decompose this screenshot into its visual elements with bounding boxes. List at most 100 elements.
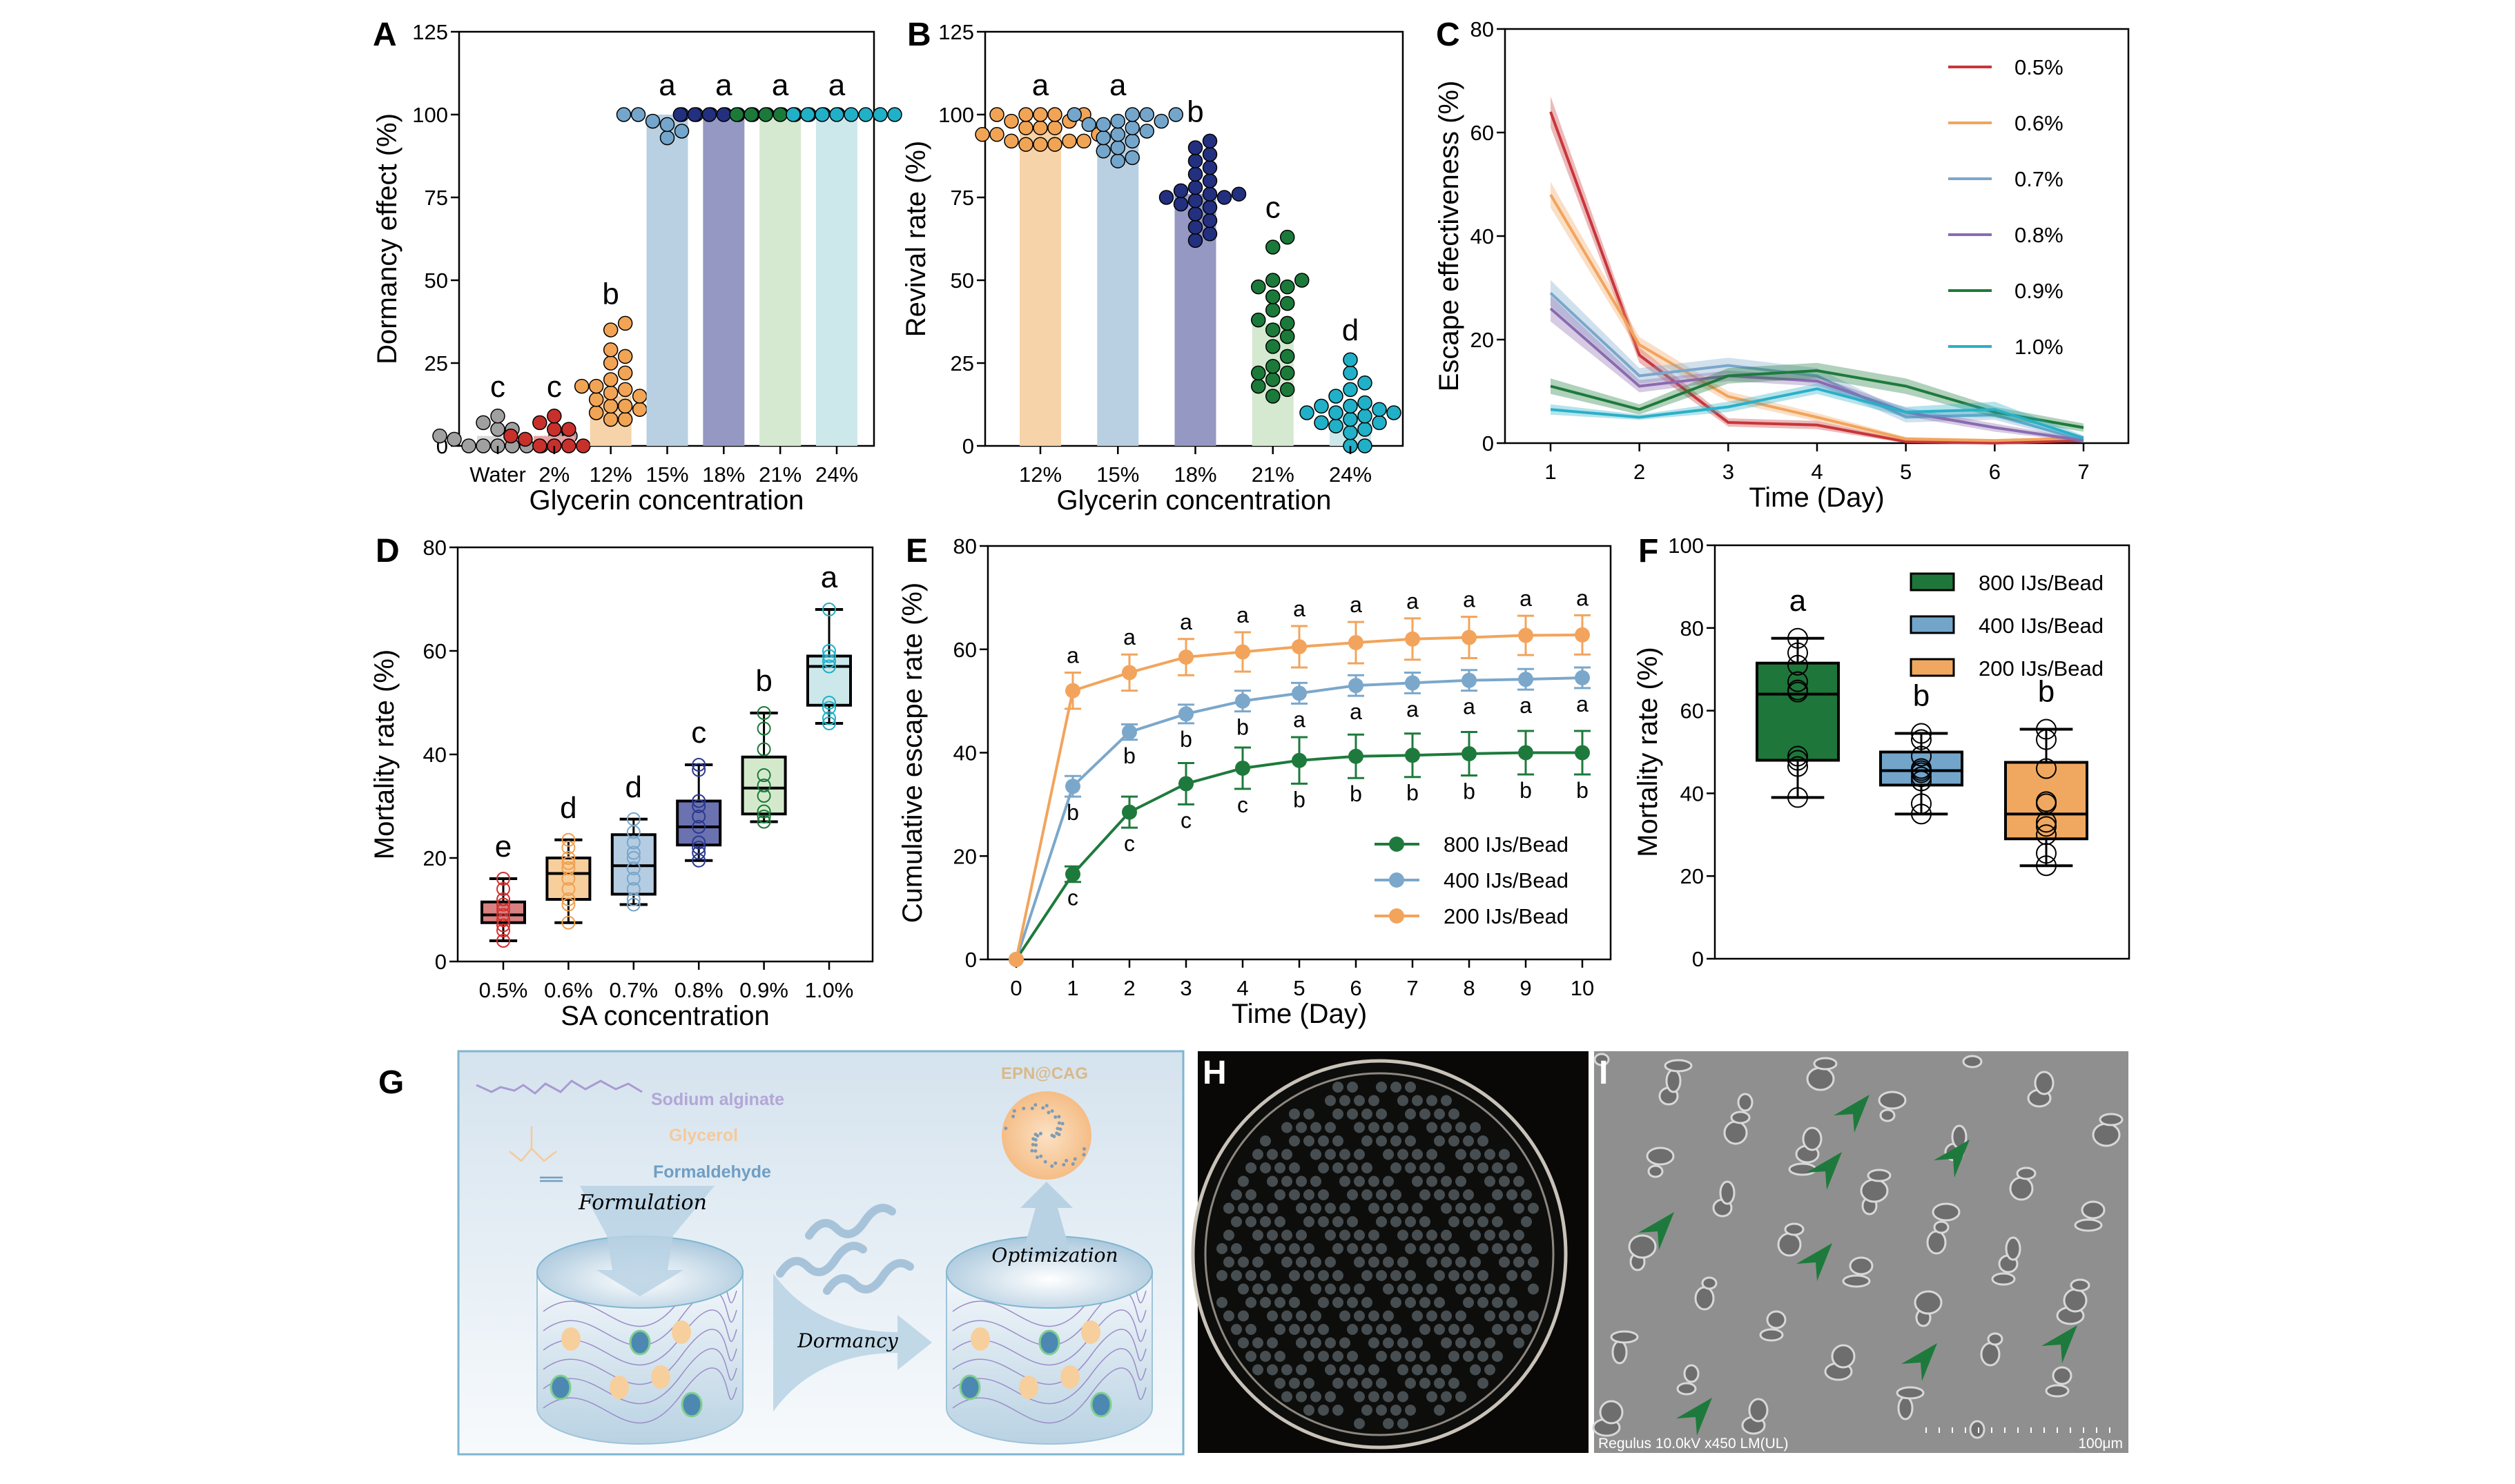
bead bbox=[1347, 1378, 1358, 1389]
data-point bbox=[1187, 166, 1203, 182]
embedded-nematode-dot bbox=[1033, 1133, 1038, 1137]
bead bbox=[1368, 1391, 1379, 1403]
data-point bbox=[1187, 140, 1203, 155]
data-point bbox=[630, 107, 646, 122]
data-point bbox=[659, 130, 675, 146]
bead bbox=[1289, 1135, 1300, 1146]
bead bbox=[1281, 1229, 1292, 1241]
bead bbox=[1296, 1175, 1307, 1187]
data-point bbox=[1357, 409, 1372, 424]
x-tick-label: 1 bbox=[1067, 976, 1078, 1000]
data-point bbox=[1280, 229, 1295, 245]
sem-pore bbox=[2016, 1166, 2037, 1180]
significance-letter: a bbox=[1576, 585, 1589, 610]
embedded-nematode-dot bbox=[1022, 1106, 1026, 1111]
bead bbox=[1506, 1189, 1517, 1200]
bead bbox=[1477, 1162, 1488, 1173]
data-point bbox=[1518, 745, 1533, 761]
data-point bbox=[447, 431, 462, 447]
data-point bbox=[1033, 120, 1048, 135]
bead bbox=[1448, 1270, 1459, 1281]
bead bbox=[1513, 1202, 1524, 1214]
bead bbox=[1521, 1189, 1532, 1200]
embedded-nematode-dot bbox=[1045, 1104, 1049, 1108]
data-point bbox=[626, 897, 641, 912]
data-point bbox=[692, 841, 706, 855]
data-point bbox=[1265, 240, 1281, 255]
sem-pore bbox=[1730, 1111, 1751, 1124]
embedded-nematode-dot bbox=[1057, 1133, 1061, 1137]
bead bbox=[1441, 1364, 1452, 1376]
data-point bbox=[2036, 812, 2057, 833]
data-point bbox=[1231, 186, 1247, 202]
y-tick-label: 20 bbox=[423, 846, 447, 870]
bead bbox=[1463, 1135, 1474, 1146]
bead bbox=[1455, 1202, 1466, 1214]
bead bbox=[1296, 1364, 1307, 1376]
bead bbox=[1361, 1297, 1372, 1308]
polymer-strand bbox=[543, 1290, 737, 1347]
sem-pore bbox=[1683, 1364, 1700, 1383]
data-point bbox=[1047, 120, 1062, 135]
embedded-nematode-dot bbox=[1041, 1106, 1045, 1110]
bead bbox=[1245, 1324, 1256, 1335]
bead bbox=[1477, 1216, 1488, 1227]
polymer-strand bbox=[952, 1367, 1147, 1424]
data-point bbox=[496, 908, 510, 922]
sem-pore bbox=[1610, 1330, 1639, 1344]
embedded-nematode-dot bbox=[1035, 1155, 1039, 1160]
sem-pore bbox=[1748, 1398, 1769, 1423]
data-point bbox=[1202, 226, 1218, 242]
y-tick-label: 80 bbox=[1680, 616, 1704, 641]
embedded-nematode-dot bbox=[1058, 1127, 1062, 1131]
bead bbox=[1296, 1310, 1307, 1322]
sem-pore bbox=[1766, 1310, 1787, 1329]
y-tick-label: 40 bbox=[1470, 224, 1494, 248]
data-point bbox=[1575, 627, 1590, 643]
data-point bbox=[1348, 748, 1363, 764]
bead bbox=[1303, 1109, 1314, 1120]
bead bbox=[1361, 1270, 1372, 1281]
sem-caption: Regulus 10.0kV x450 LM(UL) bbox=[1598, 1436, 1788, 1452]
data-point bbox=[887, 107, 902, 122]
bead bbox=[1332, 1270, 1343, 1281]
bead bbox=[1245, 1162, 1256, 1173]
bead bbox=[1383, 1149, 1394, 1160]
data-point bbox=[1067, 107, 1082, 122]
data-point bbox=[1787, 750, 1808, 771]
data-point bbox=[1405, 631, 1420, 647]
legend-label: 400 IJs/Bead bbox=[1444, 868, 1569, 892]
bead bbox=[1441, 1337, 1452, 1349]
data-point bbox=[1911, 723, 1932, 744]
bead bbox=[1245, 1216, 1256, 1227]
capsule bbox=[971, 1327, 990, 1351]
data-point bbox=[1187, 179, 1203, 195]
polymer-strand bbox=[543, 1348, 737, 1405]
bead bbox=[1339, 1095, 1350, 1106]
data-point bbox=[1004, 133, 1019, 149]
data-point bbox=[1251, 312, 1266, 328]
bead bbox=[1419, 1351, 1430, 1362]
bead bbox=[1347, 1351, 1358, 1362]
data-point bbox=[1076, 133, 1091, 149]
bead bbox=[1267, 1229, 1278, 1241]
bead bbox=[1310, 1391, 1321, 1403]
data-point bbox=[496, 903, 510, 917]
bead bbox=[1397, 1229, 1408, 1241]
significance-letter: b bbox=[602, 277, 619, 311]
x-tick-label: 7 bbox=[1406, 976, 1418, 1000]
polymer-strand bbox=[543, 1367, 737, 1424]
bead bbox=[1455, 1310, 1466, 1322]
bead bbox=[1245, 1297, 1256, 1308]
data-point bbox=[1280, 382, 1295, 398]
series-line bbox=[1550, 369, 2084, 429]
sem-pore bbox=[1784, 1222, 1805, 1236]
bead bbox=[1434, 1324, 1445, 1335]
sem-pore bbox=[2081, 1200, 2106, 1220]
bead bbox=[1303, 1324, 1314, 1335]
sem-pore bbox=[1926, 1230, 1947, 1255]
data-point bbox=[588, 392, 604, 407]
data-point bbox=[1328, 389, 1343, 404]
bead bbox=[1310, 1256, 1321, 1268]
